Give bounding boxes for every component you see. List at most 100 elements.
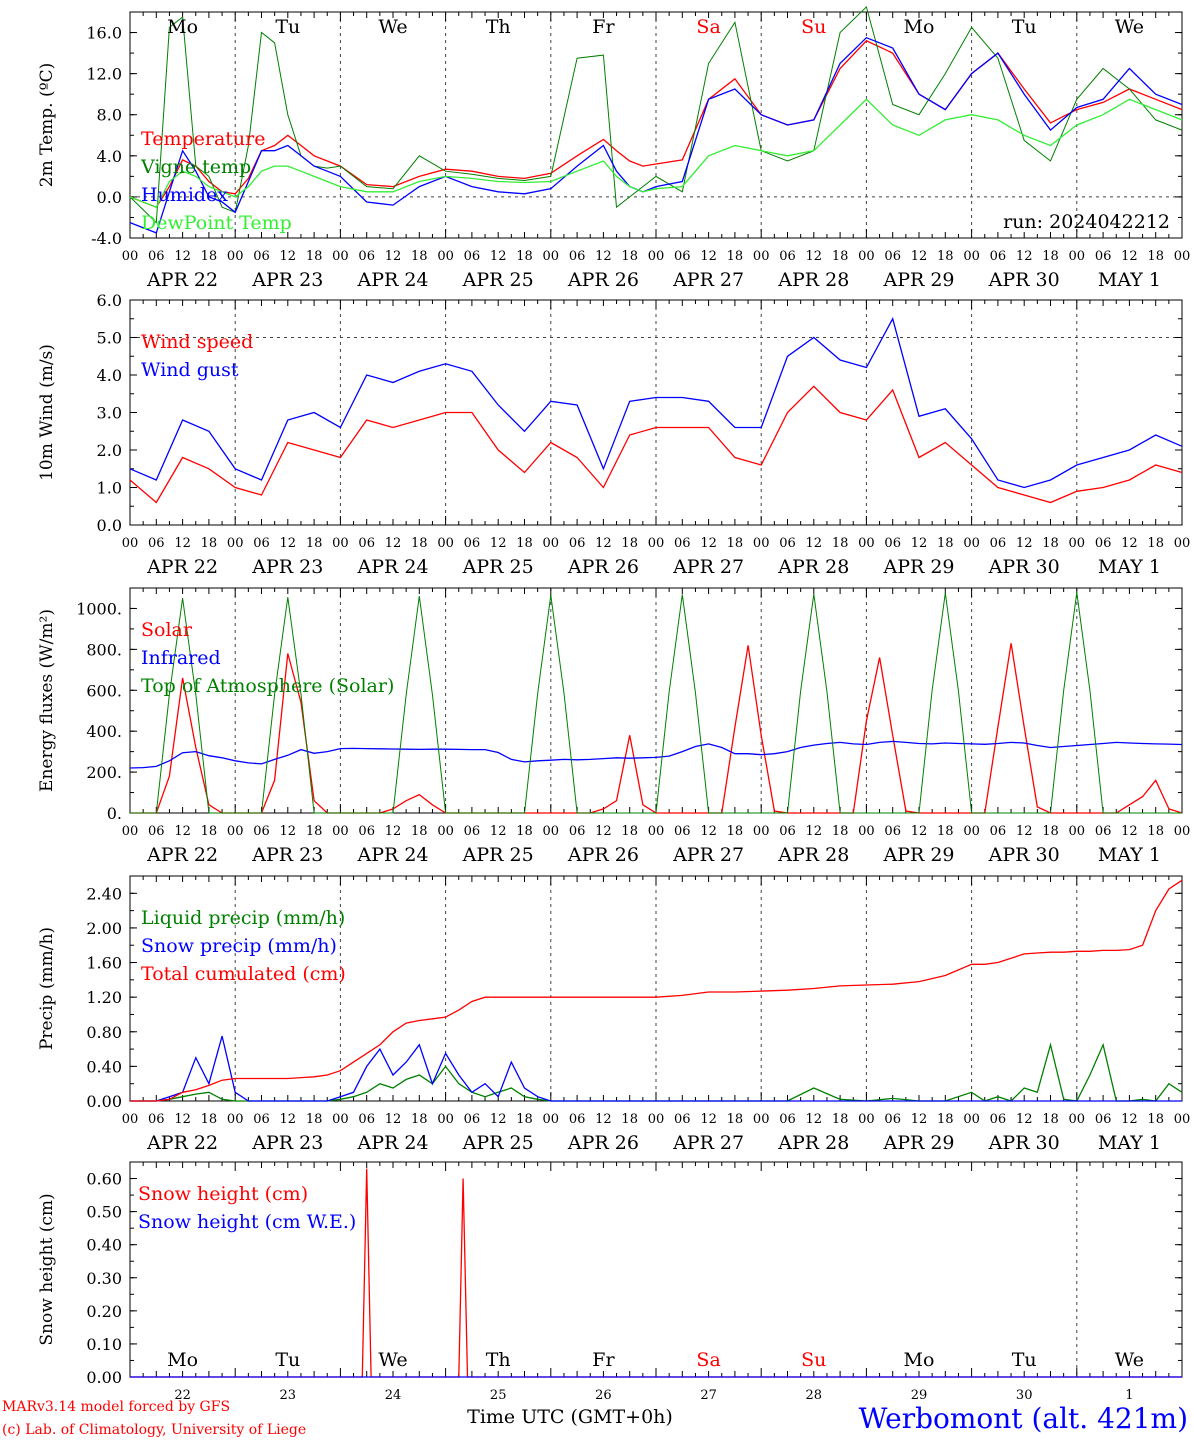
hour-tick-label: 18 — [727, 1112, 744, 1127]
x-axis-title: Time UTC (GMT+0h) — [467, 1406, 673, 1428]
date-label: APR 22 — [146, 1132, 218, 1154]
hour-tick-label: 00 — [753, 536, 770, 551]
weekday-label: Mo — [167, 16, 198, 38]
hour-tick-label: 00 — [858, 1112, 875, 1127]
y-tick-label: 4.0 — [97, 366, 122, 385]
hour-tick-label: 18 — [1147, 249, 1164, 264]
y-tick-label: 0. — [107, 804, 122, 823]
date-label: APR 25 — [462, 556, 534, 578]
y-tick-label: 0.40 — [86, 1236, 122, 1255]
hour-tick-label: 00 — [1069, 1112, 1086, 1127]
hour-tick-label: 18 — [727, 536, 744, 551]
weekday-label: We — [1115, 16, 1144, 38]
hour-tick-label: 00 — [332, 824, 349, 839]
hour-tick-label: 18 — [306, 249, 323, 264]
hour-tick-label: 12 — [595, 824, 612, 839]
y-tick-label: 1.0 — [97, 479, 122, 498]
y-tick-label: 0.80 — [86, 1023, 122, 1042]
hour-tick-label: 12 — [490, 1112, 507, 1127]
date-label: APR 23 — [251, 556, 323, 578]
weekday-label: Mo — [904, 16, 935, 38]
y-tick-label: 16.0 — [86, 24, 122, 43]
hour-tick-label: 06 — [358, 536, 375, 551]
date-label: APR 26 — [567, 844, 639, 866]
hour-tick-label: 06 — [253, 536, 270, 551]
hour-tick-label: 06 — [674, 249, 691, 264]
hour-tick-label: 12 — [174, 1112, 191, 1127]
hour-tick-label: 18 — [727, 824, 744, 839]
weekday-label: Tu — [275, 1349, 300, 1371]
date-label: APR 29 — [882, 556, 954, 578]
date-label: APR 30 — [988, 269, 1060, 291]
hour-tick-label: 12 — [490, 536, 507, 551]
hour-tick-label: 00 — [648, 536, 665, 551]
weekday-label: Su — [801, 16, 826, 38]
date-label: APR 29 — [882, 269, 954, 291]
y-tick-label: 0.30 — [86, 1269, 122, 1288]
hour-tick-label: 18 — [621, 536, 638, 551]
hour-tick-label: 18 — [1147, 1112, 1164, 1127]
legend-entry: Infrared — [141, 647, 221, 669]
hour-tick-label: 06 — [358, 824, 375, 839]
legend-entry: Solar — [141, 619, 193, 641]
panel-temp: -4.0 0.0 4.0 8.0 12.0 16.0 2m Temp. (ºC) Temper… — [37, 5, 1190, 291]
hour-tick-label: 00 — [227, 824, 244, 839]
hour-tick-label: 12 — [595, 1112, 612, 1127]
y-tick-label: 0.40 — [86, 1057, 122, 1076]
hour-tick-label: 06 — [253, 249, 270, 264]
hour-tick-label: 12 — [490, 824, 507, 839]
y-axis-label: Energy fluxes (W/m²) — [37, 609, 57, 792]
hour-tick-label: 18 — [1147, 824, 1164, 839]
y-tick-label: 0.0 — [97, 188, 122, 207]
hour-tick-label: 00 — [1174, 1112, 1191, 1127]
date-label: APR 25 — [462, 269, 534, 291]
hour-tick-label: 12 — [806, 824, 823, 839]
y-tick-label: 0.0 — [97, 516, 122, 535]
hour-tick-label: 00 — [227, 249, 244, 264]
hour-tick-label: 06 — [358, 1112, 375, 1127]
hour-tick-label: 06 — [990, 824, 1007, 839]
hour-tick-label: 00 — [122, 536, 139, 551]
date-label: APR 28 — [777, 844, 849, 866]
date-label: APR 26 — [567, 556, 639, 578]
day-number-label: 22 — [174, 1388, 191, 1403]
hour-tick-label: 12 — [1121, 536, 1138, 551]
panel-wind: 0.0 1.0 2.0 3.0 4.0 5.0 6.0 10m Wind (m/s) Wind … — [37, 291, 1190, 578]
hour-tick-label: 06 — [674, 536, 691, 551]
hour-tick-label: 06 — [1095, 1112, 1112, 1127]
date-label: APR 27 — [672, 1132, 744, 1154]
date-label: APR 27 — [672, 844, 744, 866]
legend-entry: Total cumulated (cm) — [141, 963, 346, 985]
hour-tick-label: 06 — [148, 249, 165, 264]
hour-tick-label: 00 — [122, 1112, 139, 1127]
hour-tick-label: 18 — [201, 536, 218, 551]
hour-tick-label: 18 — [832, 536, 849, 551]
hour-tick-label: 12 — [280, 824, 297, 839]
hour-tick-label: 06 — [1095, 536, 1112, 551]
hour-tick-label: 06 — [674, 1112, 691, 1127]
hour-tick-label: 18 — [937, 824, 954, 839]
series-line-3 — [129, 98, 1183, 209]
y-axis-label: Snow height (cm) — [37, 1193, 57, 1345]
day-number-label: 29 — [911, 1388, 928, 1403]
y-tick-label: 2.00 — [86, 919, 122, 938]
weekday-label: Tu — [275, 16, 300, 38]
hour-tick-label: 00 — [122, 249, 139, 264]
weekday-label: We — [378, 1349, 407, 1371]
series-line-2 — [129, 36, 1183, 234]
series-line-0 — [129, 385, 1183, 504]
weekday-label: We — [378, 16, 407, 38]
run-label: run: 2024042212 — [1003, 211, 1170, 233]
y-tick-label: 0.00 — [86, 1368, 122, 1387]
hour-tick-label: 18 — [1042, 824, 1059, 839]
weekday-label: Mo — [167, 1349, 198, 1371]
legend-entry: Temperature — [141, 128, 265, 150]
date-label: APR 29 — [882, 1132, 954, 1154]
hour-tick-label: 00 — [753, 249, 770, 264]
hour-tick-label: 12 — [280, 249, 297, 264]
legend-entry: Snow height (cm) — [138, 1183, 308, 1205]
hour-tick-label: 12 — [806, 249, 823, 264]
hour-tick-label: 18 — [411, 1112, 428, 1127]
day-number-label: 30 — [1016, 1388, 1033, 1403]
weekday-label: Fr — [592, 1349, 615, 1371]
